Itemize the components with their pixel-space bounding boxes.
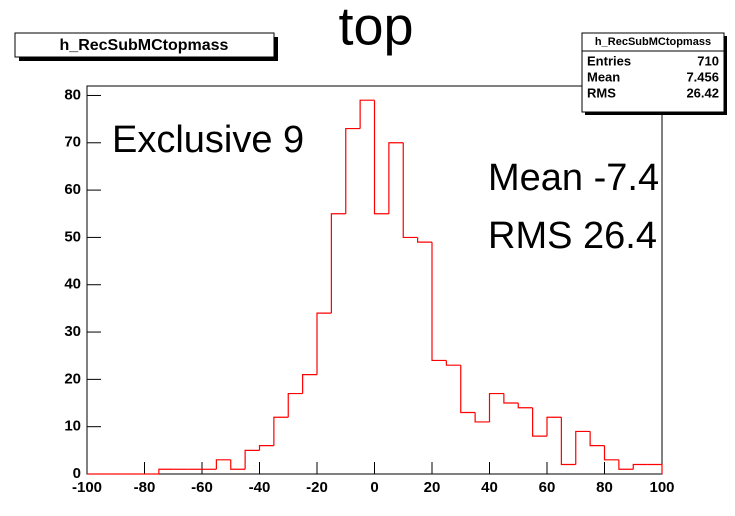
stats-label: Mean [587, 69, 620, 84]
annotation: RMS 26.4 [488, 215, 657, 257]
x-tick-label: -80 [134, 479, 156, 496]
histogram-bin [474, 412, 490, 423]
y-tick-label: 70 [64, 134, 81, 151]
histogram-bin [647, 463, 663, 474]
y-tick-label: 60 [64, 181, 81, 198]
histogram-bin [316, 312, 332, 375]
y-tick-label: 30 [64, 323, 81, 340]
histogram-bin [603, 445, 619, 461]
chart-title: h_RecSubMCtopmass [60, 37, 229, 54]
stats-box [581, 32, 725, 113]
x-tick-label: -100 [72, 479, 102, 496]
x-tick-label: 20 [424, 479, 441, 496]
x-tick-label: -60 [191, 479, 213, 496]
histogram-bin [517, 403, 533, 409]
histogram-bin [546, 416, 562, 437]
stats-value: 26.42 [686, 85, 719, 100]
histogram-bin [158, 468, 174, 474]
stats-value: 7.456 [686, 69, 719, 84]
histogram-bin [431, 242, 447, 362]
y-tick-label: 10 [64, 418, 81, 435]
y-tick-label: 80 [64, 86, 81, 103]
stats-title: h_RecSubMCtopmass [595, 36, 711, 48]
stats-value: 710 [697, 53, 719, 68]
annotation: Exclusive 9 [112, 119, 304, 161]
histogram-bin [575, 430, 591, 465]
x-tick-label: 100 [649, 479, 674, 496]
histogram-bin [460, 365, 476, 414]
histogram-bin [302, 374, 317, 394]
histogram-bin [618, 459, 634, 470]
y-tick-label: 0 [73, 465, 81, 482]
stats-label: RMS [587, 85, 616, 100]
x-tick-label: 60 [539, 479, 556, 496]
histogram-bin [388, 142, 404, 214]
histogram-bin [632, 463, 648, 470]
histogram-bin [330, 213, 346, 314]
x-tick-label: -40 [249, 479, 271, 496]
title-box [14, 32, 275, 58]
y-tick-label: 20 [64, 370, 81, 387]
histogram-bin [503, 393, 519, 404]
histogram-bin [273, 416, 289, 446]
annotation: top [338, 0, 413, 56]
histogram-bin [230, 459, 246, 470]
x-tick-label: -20 [306, 479, 328, 496]
y-tick-label: 50 [64, 228, 81, 245]
histogram-bin [402, 142, 418, 239]
stats-label: Entries [587, 53, 631, 68]
y-tick-label: 40 [64, 276, 81, 293]
x-tick-label: 80 [596, 479, 613, 496]
annotation: Mean -7.4 [488, 157, 659, 199]
histogram-bin [244, 449, 260, 470]
histogram-bin [345, 127, 361, 214]
histogram-bin [560, 417, 576, 466]
histogram-bin [373, 100, 389, 215]
x-tick-label: 0 [370, 479, 378, 496]
histogram-bin [258, 445, 274, 451]
histogram-bin [359, 99, 375, 129]
histogram-bin [488, 392, 504, 422]
histogram-bin [532, 407, 547, 437]
histogram-bin [417, 237, 432, 243]
histogram-bin [215, 459, 231, 470]
histogram-bin [445, 360, 461, 366]
x-tick-label: 40 [481, 479, 498, 496]
histogram-bin [589, 431, 605, 447]
histogram-bin [287, 392, 303, 418]
